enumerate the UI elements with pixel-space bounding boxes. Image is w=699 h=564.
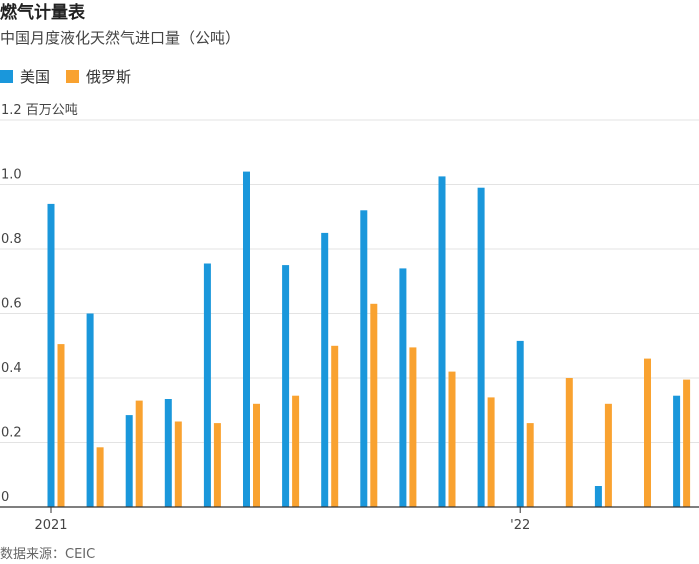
bar-usa <box>47 203 55 507</box>
bar-russia <box>57 344 65 507</box>
y-tick-label: 0.6 <box>1 297 22 312</box>
legend-swatch-russia <box>66 69 80 83</box>
bar-usa <box>477 187 485 507</box>
bar-russia <box>644 358 651 507</box>
bar-russia <box>135 400 143 507</box>
bar-usa <box>243 171 250 507</box>
legend-label-russia: 俄罗斯 <box>86 67 132 86</box>
bar-usa <box>516 340 524 507</box>
chart-title: 燃气计量表 <box>0 3 85 23</box>
bar-russia <box>565 378 573 507</box>
bar-usa <box>203 263 211 507</box>
y-tick-label: 0.8 <box>1 232 22 247</box>
y-tick-label: 1.2 百万公吨 <box>1 103 78 118</box>
bar-russia <box>213 423 221 507</box>
bar-usa <box>360 210 368 508</box>
bar-usa <box>438 176 446 507</box>
bar-usa <box>673 395 681 507</box>
chart-subtitle: 中国月度液化天然气进口量（公吨） <box>0 29 241 47</box>
bar-usa <box>594 486 602 507</box>
bar-usa <box>164 399 172 507</box>
bar-chart: 0 0.2 0.4 0.6 0.8 1.0 1.2 百万公吨 2021 '22 <box>0 103 699 533</box>
bar-russia <box>526 423 534 507</box>
y-tick-label: 0.4 <box>1 361 22 376</box>
bar-russia <box>448 371 456 507</box>
bar-russia <box>253 403 260 507</box>
bar-usa <box>282 265 290 507</box>
bar-russia <box>331 345 339 508</box>
bar-russia <box>487 397 495 507</box>
y-tick-label: 0.2 <box>1 426 22 441</box>
legend-item-usa[interactable]: 美国 <box>0 66 50 87</box>
y-tick-label: 1.0 <box>1 168 22 183</box>
source-note: 数据来源：CEIC <box>0 547 96 562</box>
bar-russia <box>370 303 378 507</box>
bar-russia <box>683 379 691 507</box>
legend: 美国 俄罗斯 <box>0 66 147 86</box>
x-tick-label: 2021 <box>34 518 67 533</box>
legend-label-usa: 美国 <box>20 67 51 86</box>
bar-usa <box>321 232 329 507</box>
bar-russia <box>409 347 417 507</box>
y-tick-label: 0 <box>1 490 9 505</box>
bar-russia <box>604 403 612 507</box>
x-tick-label: '22 <box>510 518 530 533</box>
bar-usa <box>399 268 407 507</box>
legend-item-russia[interactable]: 俄罗斯 <box>66 66 131 87</box>
legend-swatch-usa <box>0 69 13 83</box>
bar-russia <box>96 447 104 507</box>
bar-russia <box>292 395 300 507</box>
bar-russia <box>174 421 182 507</box>
bar-usa <box>125 415 133 507</box>
bar-usa <box>86 313 94 507</box>
